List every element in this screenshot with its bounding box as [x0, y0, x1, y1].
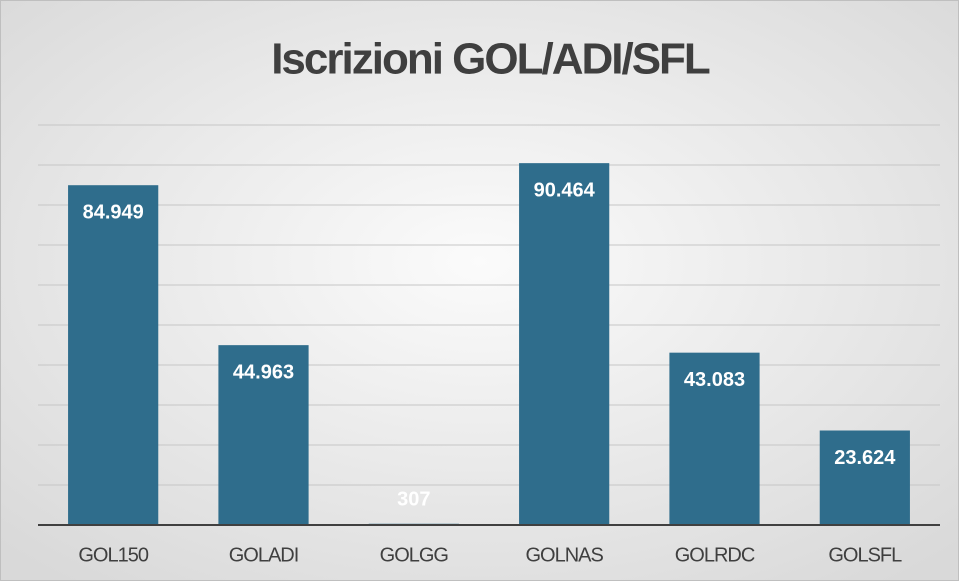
chart-title: Iscrizioni GOL/ADI/SFL	[271, 35, 710, 84]
bar	[519, 163, 610, 526]
data-label: 90.464	[534, 179, 596, 201]
data-label: 43.083	[684, 369, 745, 391]
x-tick-label: GOLADI	[229, 544, 299, 566]
x-tick-label: GOLNAS	[525, 544, 603, 566]
data-label: 84.949	[83, 201, 144, 223]
bar	[669, 352, 760, 525]
data-label: 307	[397, 488, 430, 510]
bar	[218, 345, 309, 525]
bar	[819, 430, 910, 525]
data-label: 44.963	[233, 361, 294, 383]
bar	[68, 185, 159, 526]
x-tick-label: GOLRDC	[675, 544, 755, 566]
x-tick-label: GOLGG	[380, 544, 449, 566]
x-tick-label: GOL150	[78, 544, 148, 566]
x-tick-label: GOLSFL	[828, 544, 902, 566]
data-label: 23.624	[834, 447, 896, 469]
